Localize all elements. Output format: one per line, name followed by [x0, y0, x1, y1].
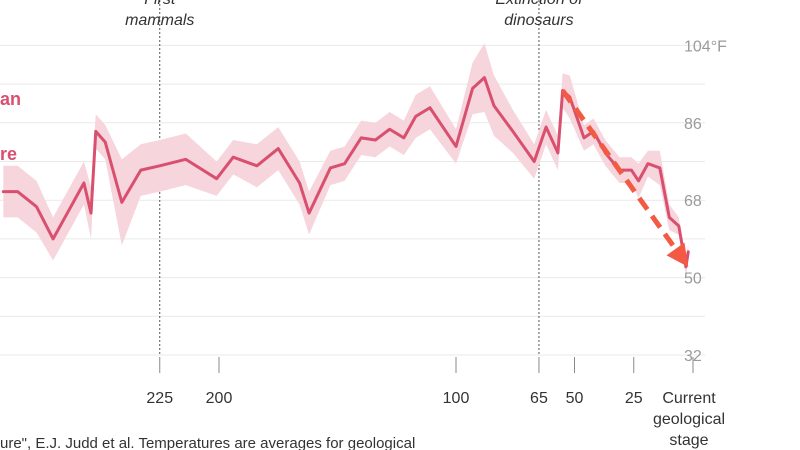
- trend-arrow-shaft: [560, 89, 678, 251]
- y-tick-label: 86: [684, 116, 702, 133]
- y-tick-label: 50: [684, 271, 702, 288]
- legend: an re: [0, 89, 21, 164]
- x-tick-label: 100: [443, 390, 470, 407]
- annotation-text: mammals: [125, 12, 194, 29]
- x-tick-label: 225: [146, 390, 173, 407]
- x-tick-label: stage: [669, 432, 708, 449]
- x-tick-label: geological: [653, 411, 725, 428]
- annotation-text: Extinction of: [495, 0, 584, 8]
- annotation-text: dinosaurs: [504, 12, 573, 29]
- y-axis: 104°F 86 68 50 32: [684, 38, 727, 365]
- x-tick-label: 25: [625, 390, 643, 407]
- trend-arrow-head: [666, 242, 689, 267]
- x-tick-label: Current: [662, 390, 716, 407]
- x-axis: 225 200 100 65 50 25 Current geological stage: [146, 357, 725, 449]
- source-note: ure", E.J. Judd et al. Temperatures are …: [0, 434, 520, 450]
- trend-arrow-group: [560, 89, 689, 267]
- legend-label: re: [0, 144, 17, 164]
- y-tick-label: 68: [684, 193, 702, 210]
- y-tick-label: 32: [684, 348, 702, 365]
- annotations: First mammals Extinction of dinosaurs: [125, 0, 584, 29]
- x-tick-label: 65: [530, 390, 548, 407]
- legend-label: an: [0, 89, 21, 109]
- y-tick-label: 104°F: [684, 38, 727, 55]
- annotation-text: First: [144, 0, 176, 8]
- x-tick-label: 200: [206, 390, 233, 407]
- source-text: ure", E.J. Judd et al. Temperatures are …: [0, 435, 416, 450]
- gridlines: [0, 44, 705, 356]
- x-tick-label: 50: [566, 390, 584, 407]
